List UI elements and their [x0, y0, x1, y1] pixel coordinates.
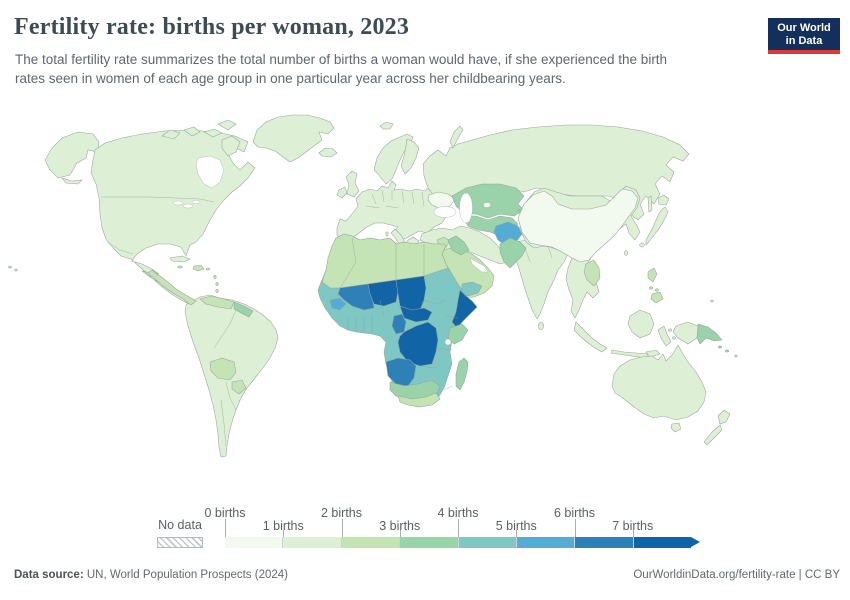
region-australia[interactable] [611, 344, 707, 421]
region-alaska[interactable] [44, 131, 100, 185]
region-madagascar[interactable] [455, 357, 469, 391]
legend-bin-4-5[interactable] [457, 537, 516, 548]
region-paraguay[interactable] [231, 379, 247, 395]
region-central-african-republic[interactable] [399, 305, 433, 323]
legend-bin-7+[interactable] [632, 537, 691, 548]
region-somalia[interactable] [451, 289, 478, 329]
region-svalbard[interactable] [379, 121, 394, 130]
region-guyanas[interactable] [233, 301, 254, 318]
credit-link[interactable]: OurWorldinData.org/fertility-rate | CC B… [633, 569, 840, 581]
region-tasmania[interactable] [670, 422, 682, 433]
legend-bin-6-7[interactable] [574, 537, 633, 548]
data-source-prefix: Data source: [14, 569, 84, 581]
region-new-guinea-west[interactable] [672, 321, 699, 345]
logo-line2: in Data [785, 34, 823, 47]
country-borders [101, 189, 553, 447]
legend-bin-2-3[interactable] [340, 537, 400, 548]
region-indonesia[interactable] [573, 309, 676, 359]
owid-logo[interactable]: Our World in Data [768, 18, 840, 54]
region-new-zealand[interactable] [703, 409, 731, 446]
great-lakes [182, 203, 194, 209]
black-sea [433, 206, 457, 218]
region-central-america[interactable] [147, 269, 197, 306]
legend-color-bar[interactable] [225, 537, 691, 548]
region-china[interactable] [517, 188, 639, 263]
no-data-swatch[interactable] [157, 537, 203, 548]
region-hispaniola[interactable] [192, 264, 205, 272]
region-taiwan[interactable] [624, 250, 628, 256]
region-ireland[interactable] [336, 186, 348, 199]
region-sri-lanka[interactable] [538, 322, 544, 330]
region-iceland[interactable] [318, 147, 338, 158]
region-south-africa-botswana[interactable] [397, 392, 441, 408]
region-kenya[interactable] [447, 323, 469, 345]
legend-bin-5-6[interactable] [515, 537, 575, 548]
caspian-sea [459, 192, 473, 224]
region-north-america[interactable] [90, 129, 256, 306]
region-pakistan[interactable] [499, 237, 527, 269]
subtitle-line1: The total fertility rate summarizes the … [15, 52, 668, 67]
hudson-bay [195, 155, 225, 189]
region-uk[interactable] [345, 170, 360, 198]
aral-sea [483, 202, 491, 208]
region-pacific-islands[interactable] [8, 265, 738, 358]
region-drc[interactable] [397, 321, 439, 367]
legend-bin-3-4[interactable] [399, 537, 458, 548]
great-lakes [191, 199, 201, 204]
region-ukraine[interactable] [427, 191, 456, 210]
region-laos-cambodia[interactable] [583, 259, 601, 287]
region-niger[interactable] [367, 279, 399, 307]
page-subtitle: The total fertility rate summarizes the … [15, 50, 667, 88]
legend-bin-1-2[interactable] [282, 537, 341, 548]
region-papua-new-guinea[interactable] [696, 323, 729, 353]
subtitle-line2: rates seen in women of each age group in… [15, 71, 566, 86]
region-angola[interactable] [385, 357, 417, 387]
region-mali[interactable] [337, 283, 375, 311]
region-novaya-zemlya[interactable] [449, 125, 464, 149]
persian-gulf [469, 257, 489, 273]
region-philippines[interactable] [647, 267, 664, 304]
logo-line1: Our World [777, 22, 831, 34]
region-canadian-arctic[interactable] [161, 119, 241, 157]
great-lakes [172, 200, 184, 206]
region-sakhalin[interactable] [647, 195, 653, 213]
region-japan[interactable] [639, 194, 670, 248]
region-iraq[interactable] [447, 235, 470, 256]
legend-bin-0-1[interactable] [225, 537, 283, 548]
region-guinea[interactable] [329, 297, 347, 311]
data-source: Data source: UN, World Population Prospe… [14, 569, 288, 581]
region-cuba[interactable] [169, 255, 191, 263]
region-chad[interactable] [395, 275, 427, 313]
region-finland[interactable] [400, 138, 420, 175]
region-caribbean-small[interactable] [177, 265, 219, 293]
page-title: Fertility rate: births per woman, 2023 [14, 14, 410, 40]
lake-victoria [444, 338, 452, 346]
region-bolivia[interactable] [209, 357, 237, 381]
region-venezuela[interactable] [199, 295, 235, 310]
data-source-text: UN, World Population Prospects (2024) [83, 569, 288, 581]
region-greenland[interactable] [252, 114, 335, 163]
